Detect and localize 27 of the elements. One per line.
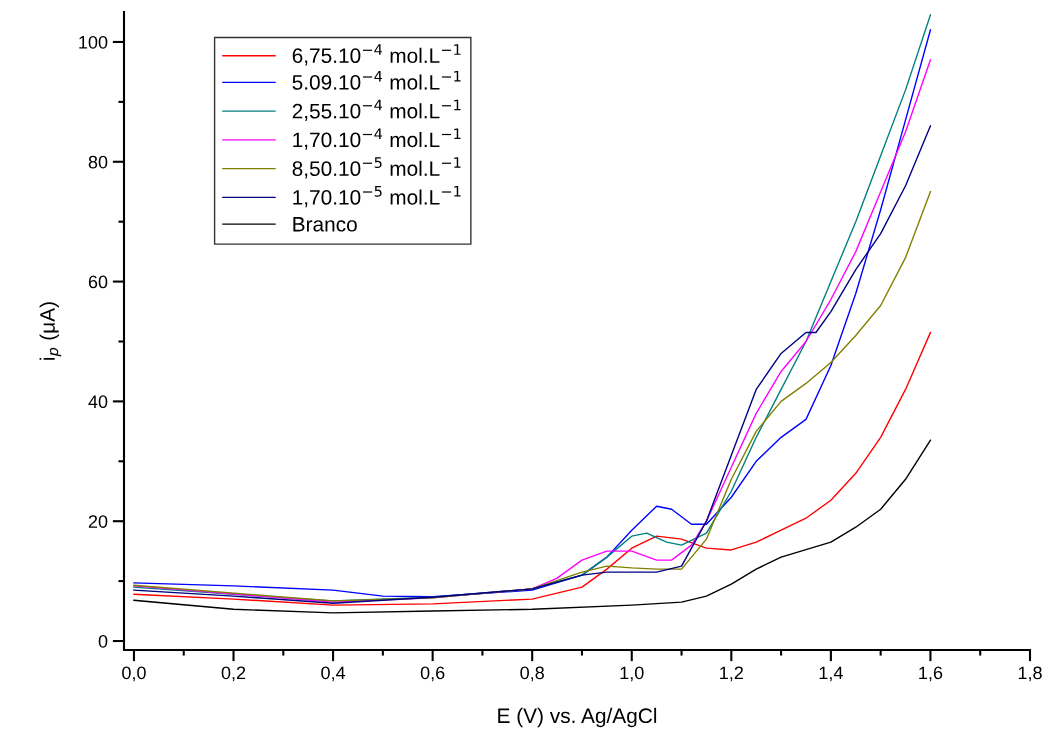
- x-tick-label: 1,8: [1018, 666, 1042, 682]
- x-tick-label: 1,6: [919, 666, 943, 682]
- legend-label: 2,55.10$^{−4}$ mol.L$^{−1}$: [292, 99, 461, 121]
- x-tick-label: 0,6: [420, 666, 445, 682]
- legend-label: 5.09.10$^{−4}$ mol.L$^{−1}$: [292, 70, 461, 90]
- y-tick-label: 80: [88, 155, 108, 169]
- y-tick-label: 0: [98, 634, 108, 648]
- legend-label: 1,70.10$^{−5}$ mol.L$^{−1}$: [293, 185, 461, 208]
- line-series: [133, 331, 932, 606]
- y-axis-title: i$_{p}$ (μA): [39, 302, 62, 360]
- y-tick-label: 100: [79, 35, 108, 49]
- x-tick-label: 0,0: [122, 666, 146, 682]
- x-tick-label: 1,2: [720, 666, 743, 682]
- legend-label: 1,70.10$^{−4}$ mol.L$^{−1}$: [293, 128, 461, 150]
- x-tick-label: 0,8: [520, 666, 544, 682]
- y-tick-label: 20: [88, 515, 108, 528]
- legend-label: 8,50.10$^{−5}$ mol.L$^{−1}$: [292, 157, 461, 179]
- line-series: [133, 439, 932, 614]
- x-tick-label: 0,4: [321, 666, 346, 682]
- x-axis-title: E (V) vs. Ag/AgCl: [498, 707, 657, 728]
- y-tick-label: 40: [88, 395, 108, 409]
- legend-label: Branco: [293, 217, 357, 232]
- y-tick-label: 60: [88, 275, 108, 289]
- x-tick-label: 1,0: [620, 666, 644, 682]
- x-tick-label: 0,2: [221, 666, 246, 682]
- legend-label: 6,75.10$^{−4}$ mol.L$^{−1}$: [292, 44, 461, 66]
- x-tick-label: 1,4: [819, 666, 843, 682]
